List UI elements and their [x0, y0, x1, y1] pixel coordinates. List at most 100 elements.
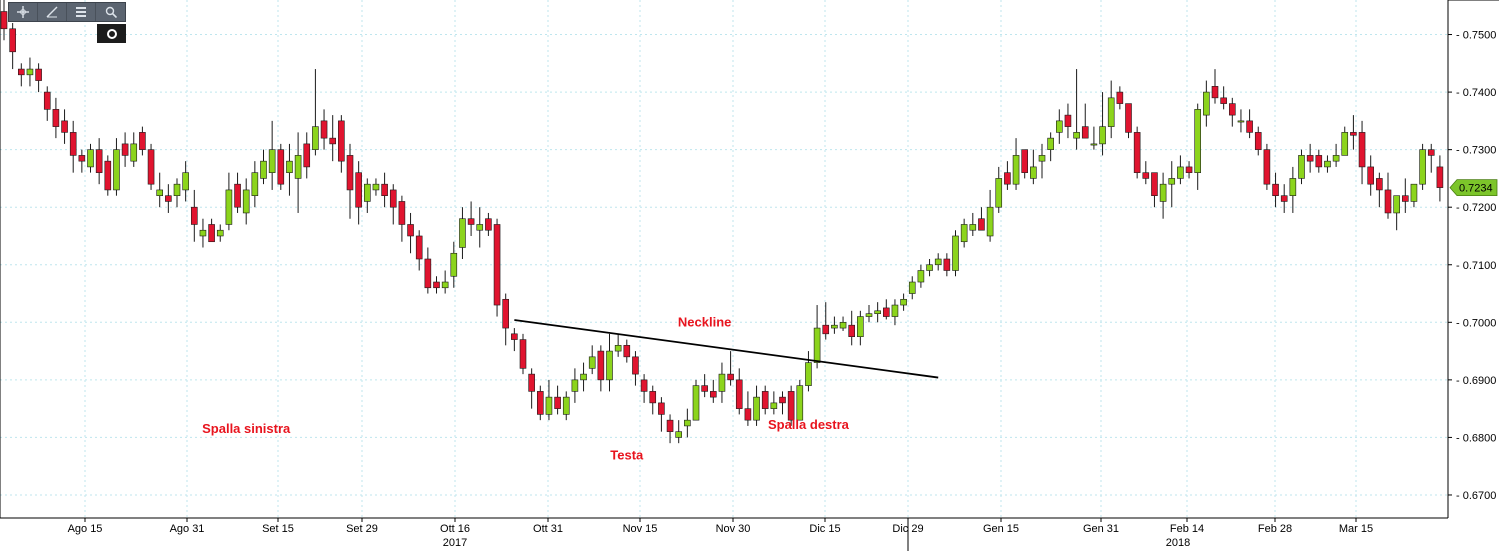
- candle-body-down: [424, 258, 432, 289]
- crosshair-icon[interactable]: [9, 3, 38, 21]
- candle-body-up: [1047, 137, 1054, 150]
- candle-body-down: [701, 385, 708, 392]
- x-tick-label: Gen 15: [983, 523, 1019, 535]
- candle-body-up: [805, 362, 812, 386]
- candle-body-down: [632, 356, 639, 375]
- candle: [113, 138, 120, 196]
- candle: [78, 149, 86, 173]
- candle: [1402, 178, 1409, 213]
- candle-body-up: [1107, 97, 1115, 127]
- x-tick-label: Ago 15: [68, 523, 103, 535]
- candle: [1047, 132, 1054, 162]
- candle: [831, 316, 838, 334]
- x-axis-labels: Ago 15 Ago 31 Set 15 Set 29 Ott 16 Ott 31 Nov …: [68, 518, 1373, 551]
- candle: [995, 166, 1003, 213]
- candle-body-up: [588, 356, 596, 369]
- candle: [1168, 161, 1176, 208]
- candle: [17, 63, 25, 87]
- candle-body-down: [303, 143, 311, 168]
- candle-body-up: [1056, 120, 1063, 133]
- candle-body-up: [1038, 155, 1046, 162]
- y-tick-label: - 0.7000: [1456, 317, 1496, 329]
- x-tick-label: Mar 15: [1339, 523, 1373, 535]
- candle: [848, 310, 856, 346]
- candle-body-down: [320, 120, 328, 139]
- y-tick-label: - 0.7400: [1456, 87, 1496, 99]
- candle: [952, 230, 959, 277]
- candle: [709, 379, 717, 403]
- candle: [363, 178, 371, 213]
- candle: [165, 184, 172, 213]
- candle: [329, 115, 337, 162]
- candle: [943, 253, 951, 277]
- candle-body-down: [35, 68, 42, 81]
- candle-body-down: [485, 218, 492, 231]
- candle-body-up: [926, 264, 933, 271]
- candle: [1237, 109, 1245, 133]
- candle-body-up: [1419, 149, 1426, 185]
- candle: [234, 172, 241, 213]
- x-tick-label: Nov 15: [623, 523, 658, 535]
- candle-body-down: [1125, 103, 1132, 133]
- y-tick-label: - 0.6700: [1456, 490, 1496, 502]
- candle-body-down: [640, 379, 648, 392]
- candle-body-down: [17, 68, 25, 76]
- candle: [216, 224, 224, 242]
- candle: [1107, 80, 1115, 139]
- candle-body-up: [545, 396, 553, 415]
- candle-body-down: [502, 298, 510, 329]
- candle: [312, 69, 319, 156]
- candle-body-up: [995, 178, 1003, 208]
- candle: [191, 189, 198, 242]
- candle: [1081, 103, 1089, 139]
- candle-body-up: [562, 396, 570, 415]
- candle: [1254, 126, 1262, 156]
- candle: [1280, 184, 1288, 213]
- candle-body-down: [1280, 195, 1288, 202]
- candle-body-up: [268, 149, 276, 173]
- candle: [536, 385, 544, 421]
- candle-body-down: [1021, 149, 1029, 173]
- candle-body-down: [1427, 149, 1435, 156]
- x-tick-label: Ago 31: [170, 523, 205, 535]
- candle-body-up: [113, 149, 120, 191]
- candle-body-up: [952, 235, 959, 271]
- candle-body-down: [1376, 178, 1383, 191]
- candle-body-down: [1263, 149, 1271, 185]
- settings-icon[interactable]: [97, 24, 126, 43]
- candle-body-up: [251, 172, 259, 196]
- candle-body-down: [1306, 155, 1314, 162]
- candle-body-down: [519, 339, 527, 369]
- candle: [52, 97, 60, 139]
- candle: [519, 333, 527, 375]
- candle: [121, 132, 129, 167]
- candle: [632, 351, 639, 386]
- candle-body-down: [787, 391, 795, 421]
- candle: [1332, 143, 1340, 167]
- candle: [26, 57, 34, 87]
- candle-body-up: [606, 350, 613, 381]
- candle-body-down: [147, 149, 155, 185]
- candle: [545, 379, 553, 421]
- candle-body-up: [865, 313, 873, 317]
- candle: [614, 333, 622, 357]
- candle-body-down: [208, 224, 215, 243]
- candle: [796, 379, 804, 421]
- candle: [1038, 143, 1046, 179]
- candle-body-down: [1211, 86, 1219, 99]
- zoom-icon[interactable]: [96, 3, 125, 21]
- candle: [580, 362, 587, 392]
- candle: [1090, 126, 1098, 150]
- candle-body-down: [139, 132, 146, 150]
- candle-body-up: [1012, 155, 1020, 185]
- candle-body-up: [260, 160, 267, 179]
- draw-line-icon[interactable]: [38, 3, 67, 21]
- candle-body-up: [312, 126, 319, 150]
- table-icon[interactable]: [67, 3, 96, 21]
- candle-body-down: [1436, 166, 1444, 188]
- candle: [562, 391, 570, 421]
- candle: [1298, 149, 1305, 185]
- year-label: 2018: [1166, 537, 1190, 549]
- candle: [1133, 126, 1141, 179]
